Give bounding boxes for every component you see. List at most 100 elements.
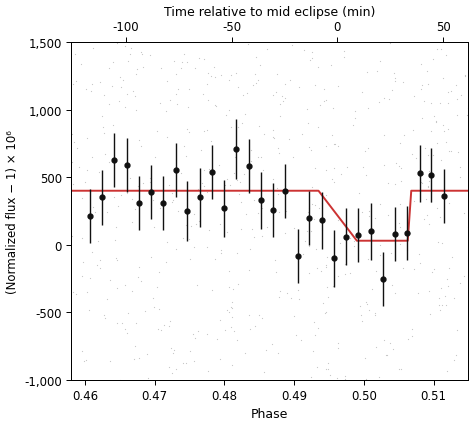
Point — [200, 184, 208, 190]
Point — [425, 168, 433, 175]
Point — [96, 265, 104, 271]
Point — [123, 330, 131, 337]
Point — [392, 160, 400, 167]
Point — [387, 250, 395, 257]
Point — [305, 144, 313, 151]
Point — [439, 75, 447, 82]
Point — [357, 303, 365, 310]
Point — [452, 82, 460, 89]
Point — [420, 216, 428, 223]
Point — [376, 58, 383, 65]
Point — [247, 158, 255, 164]
Point — [183, 126, 191, 133]
Point — [234, 84, 241, 91]
Point — [108, 84, 116, 91]
Point — [157, 327, 165, 334]
Point — [381, 277, 389, 284]
Point — [123, 190, 130, 197]
Point — [133, 320, 140, 327]
Point — [272, 268, 279, 275]
Point — [310, 216, 318, 223]
Point — [258, 205, 265, 212]
Point — [328, 176, 336, 183]
Point — [259, 167, 267, 174]
Point — [233, 70, 240, 77]
Point — [241, 350, 249, 357]
X-axis label: Phase: Phase — [251, 408, 288, 420]
Point — [111, 237, 119, 244]
Point — [124, 310, 132, 317]
Point — [179, 235, 187, 242]
Point — [191, 65, 199, 72]
Point — [420, 98, 428, 105]
Point — [427, 311, 434, 317]
Point — [425, 288, 432, 295]
Point — [255, 210, 262, 217]
Point — [438, 302, 446, 308]
Point — [252, 80, 260, 87]
Point — [334, 345, 342, 351]
Point — [135, 183, 142, 190]
Point — [440, 128, 448, 135]
Point — [173, 92, 180, 98]
Point — [453, 112, 460, 119]
Point — [424, 184, 431, 191]
Point — [133, 66, 141, 73]
Point — [121, 282, 128, 288]
Point — [182, 360, 190, 366]
Point — [341, 375, 348, 382]
Point — [397, 178, 405, 185]
Point — [311, 82, 319, 89]
Point — [424, 183, 431, 190]
Point — [225, 283, 233, 290]
Point — [141, 308, 149, 314]
Point — [115, 98, 123, 105]
Point — [249, 82, 256, 89]
Point — [396, 201, 403, 208]
Point — [322, 97, 330, 104]
Point — [195, 218, 203, 225]
Point — [129, 89, 137, 96]
Point — [128, 45, 135, 52]
Point — [264, 225, 271, 231]
Point — [190, 358, 198, 365]
Point — [388, 87, 395, 94]
Point — [314, 124, 322, 131]
Point — [189, 331, 197, 337]
Point — [275, 294, 283, 301]
Point — [225, 268, 233, 274]
Point — [329, 283, 337, 290]
Point — [223, 176, 231, 183]
Point — [246, 267, 253, 274]
Point — [460, 210, 468, 217]
Point — [228, 305, 236, 311]
Point — [124, 59, 131, 66]
Point — [203, 244, 211, 251]
Point — [301, 239, 309, 245]
Point — [162, 259, 170, 266]
Point — [309, 348, 317, 354]
Point — [358, 209, 366, 216]
Point — [336, 240, 344, 247]
Point — [221, 182, 229, 189]
Point — [101, 151, 109, 158]
Point — [313, 246, 320, 253]
Point — [122, 326, 129, 333]
Point — [178, 60, 186, 67]
Point — [383, 351, 391, 358]
Point — [382, 352, 389, 359]
Point — [195, 55, 203, 62]
Point — [442, 302, 450, 309]
Point — [162, 109, 170, 115]
Point — [430, 113, 438, 120]
Point — [319, 227, 326, 234]
Point — [330, 141, 338, 148]
Point — [186, 256, 194, 263]
Point — [270, 134, 277, 141]
Point — [319, 300, 327, 307]
Point — [438, 158, 445, 164]
Point — [260, 132, 268, 138]
Point — [269, 92, 276, 99]
Point — [324, 366, 331, 373]
Point — [276, 114, 284, 121]
